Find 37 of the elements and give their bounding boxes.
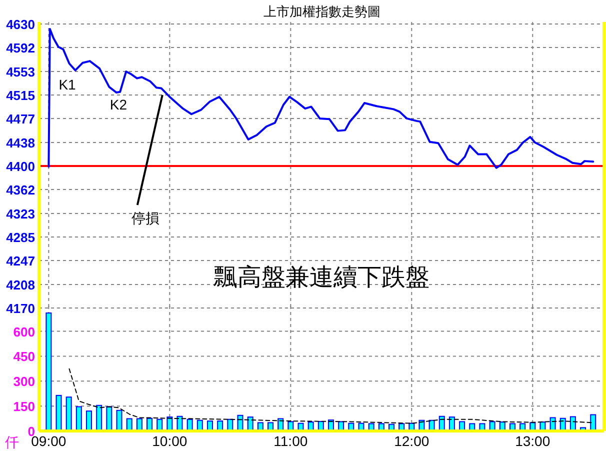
- y-tick-label: 450: [13, 349, 35, 364]
- x-tick-label: 11:00: [274, 433, 308, 449]
- x-tick-label: 12:00: [394, 433, 430, 449]
- chart-title: 上市加權指數走勢圖: [264, 4, 380, 19]
- y-tick-label: 4553: [6, 64, 35, 80]
- annotation: 停損: [131, 210, 160, 226]
- y-tick-label: 4362: [6, 182, 35, 198]
- y-tick-label: 4247: [6, 253, 35, 268]
- line-series: [68, 368, 594, 424]
- line-series: [48, 28, 594, 169]
- y-tick-label: 4515: [6, 88, 35, 103]
- y-tick-label: 300: [13, 374, 35, 390]
- bar: [56, 394, 62, 432]
- x-tick-label: 10:00: [152, 433, 188, 449]
- bar: [86, 410, 92, 432]
- y-tick-label: 4477: [6, 111, 35, 126]
- y-tick-label: 4438: [6, 136, 35, 151]
- y-tick-label: 600: [13, 324, 35, 340]
- bar: [76, 406, 82, 432]
- bar: [46, 312, 52, 432]
- bar: [116, 410, 122, 432]
- y-tick-label: 4170: [6, 301, 35, 316]
- annotation: K2: [110, 96, 128, 113]
- y-tick-label: 4323: [6, 206, 35, 222]
- y-tick-label: 4592: [6, 40, 35, 56]
- y-tick-label: 4285: [6, 230, 35, 245]
- bar: [96, 404, 102, 432]
- y-tick-label: 4630: [6, 17, 35, 32]
- annotation: K1: [58, 76, 76, 92]
- bar: [106, 406, 112, 432]
- y-tick-label: 4208: [6, 278, 35, 293]
- bar: [66, 396, 72, 432]
- y-axis-title: 仟: [5, 434, 19, 450]
- y-tick-label: 4400: [6, 159, 35, 174]
- y-tick-label: 150: [13, 399, 35, 414]
- annotation: 飄高盤兼連續下跌盤: [214, 264, 430, 291]
- x-tick-label: 13:00: [515, 433, 550, 449]
